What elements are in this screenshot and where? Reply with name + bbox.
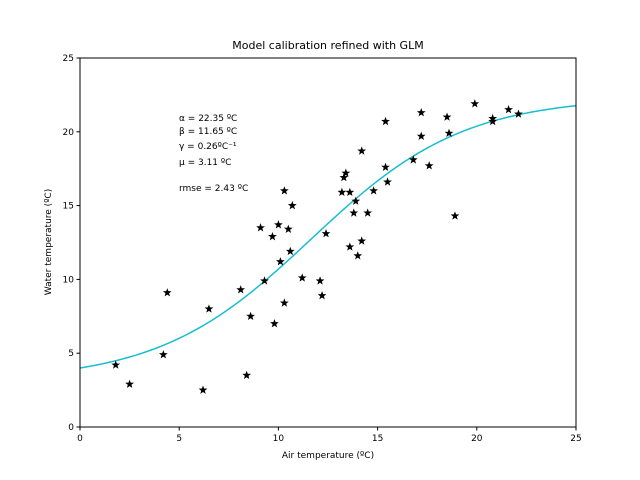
data-point: [162, 288, 172, 297]
y-tick-label: 0: [68, 423, 74, 433]
plot-background: [80, 58, 576, 427]
data-point: [514, 109, 523, 118]
x-tick-label: 5: [176, 434, 182, 444]
data-point: [246, 311, 255, 321]
data-point: [287, 201, 297, 210]
y-tick-label: 5: [68, 349, 74, 359]
data-point: [408, 155, 418, 164]
data-point: [353, 251, 363, 260]
data-point: [381, 116, 390, 126]
data-point: [442, 112, 452, 121]
y-tick-label: 25: [63, 54, 74, 64]
data-point: [357, 236, 367, 245]
x-tick-label: 0: [77, 434, 83, 444]
data-point: [236, 285, 246, 294]
data-point: [339, 172, 349, 182]
data-point: [369, 186, 379, 195]
data-point: [125, 379, 134, 388]
y-tick-label: 20: [63, 128, 75, 138]
data-point: [158, 350, 168, 359]
data-point: [337, 187, 347, 197]
data-point: [349, 208, 359, 217]
data-point: [450, 211, 460, 220]
data-point: [279, 298, 289, 307]
data-point: [315, 276, 325, 285]
data-point: [256, 223, 265, 232]
data-point: [242, 370, 252, 380]
data-point: [488, 116, 498, 126]
data-point: [204, 304, 214, 313]
data-point: [111, 360, 121, 369]
data-point: [470, 99, 480, 108]
data-point: [297, 273, 307, 282]
data-point: [357, 146, 367, 155]
data-point: [363, 208, 373, 217]
data-point: [268, 232, 277, 241]
data-point: [345, 187, 355, 197]
data-point: [444, 128, 454, 137]
data-point: [424, 161, 434, 170]
y-axis: 0 5 10 15 20 25: [63, 54, 80, 433]
data-point: [321, 229, 331, 238]
data-point: [317, 291, 327, 300]
y-tick-label: 10: [63, 275, 75, 285]
annotation-1: β = 11.65 ºC: [179, 127, 237, 137]
annotation-2: γ = 0.26ºC⁻¹: [179, 142, 237, 152]
annotation-0: α = 22.35 ºC: [179, 114, 237, 124]
y-tick-label: 15: [63, 202, 74, 212]
data-point: [416, 108, 426, 117]
data-point: [270, 319, 279, 328]
x-tick-label: 10: [273, 434, 285, 444]
data-point: [285, 246, 295, 256]
x-axis-label: Air temperature (ºC): [282, 451, 374, 461]
data-point: [283, 224, 293, 233]
data-point: [260, 276, 269, 285]
data-point: [504, 105, 513, 114]
parameter-annotations: α = 22.35 ºC β = 11.65 ºC γ = 0.26ºC⁻¹ μ = …: [179, 114, 248, 194]
plot-frame: [79, 57, 577, 428]
data-point: [274, 220, 283, 229]
x-tick-label: 25: [570, 434, 581, 444]
x-tick-label: 20: [471, 434, 483, 444]
data-point: [276, 257, 285, 266]
y-axis-label: Water temperature (ºC): [44, 189, 54, 295]
data-point: [416, 131, 426, 140]
chart-title: Model calibration refined with GLM: [232, 39, 423, 52]
data-point: [381, 162, 390, 171]
annotation-3: μ = 3.11 ºC: [179, 158, 231, 168]
data-point: [351, 196, 361, 205]
data-point: [198, 385, 208, 394]
data-point: [383, 177, 392, 186]
data-point: [279, 186, 289, 195]
x-tick-label: 15: [372, 434, 383, 444]
data-point: [341, 168, 351, 177]
annotation-4: rmse = 2.43 ºC: [179, 184, 248, 194]
points-layer: [111, 99, 523, 394]
x-axis: 0 5 10 15 20 25: [77, 427, 582, 444]
data-point: [345, 242, 355, 251]
